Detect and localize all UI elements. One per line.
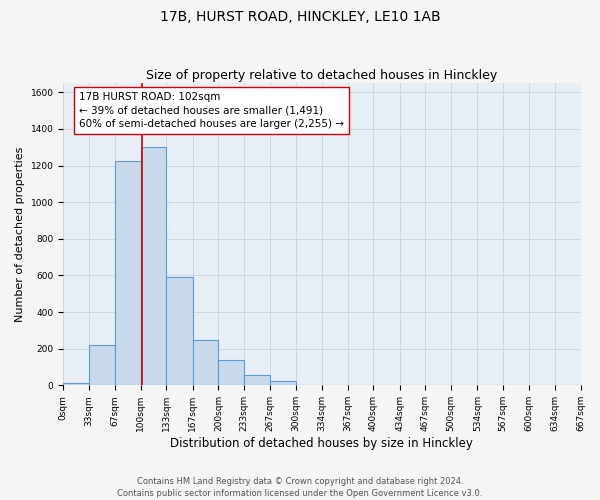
Bar bbox=[244, 376, 271, 386]
Bar bbox=[63, 382, 89, 386]
Text: 17B, HURST ROAD, HINCKLEY, LE10 1AB: 17B, HURST ROAD, HINCKLEY, LE10 1AB bbox=[160, 10, 440, 24]
Text: Contains HM Land Registry data © Crown copyright and database right 2024.
Contai: Contains HM Land Registry data © Crown c… bbox=[118, 476, 482, 498]
Bar bbox=[166, 278, 193, 386]
Bar bbox=[271, 381, 296, 386]
Bar bbox=[141, 148, 166, 386]
Bar bbox=[218, 360, 244, 386]
Bar bbox=[193, 340, 218, 386]
Bar bbox=[89, 345, 115, 386]
Text: 17B HURST ROAD: 102sqm
← 39% of detached houses are smaller (1,491)
60% of semi-: 17B HURST ROAD: 102sqm ← 39% of detached… bbox=[79, 92, 344, 128]
Y-axis label: Number of detached properties: Number of detached properties bbox=[15, 146, 25, 322]
Title: Size of property relative to detached houses in Hinckley: Size of property relative to detached ho… bbox=[146, 69, 497, 82]
Bar bbox=[115, 161, 141, 386]
X-axis label: Distribution of detached houses by size in Hinckley: Distribution of detached houses by size … bbox=[170, 437, 473, 450]
